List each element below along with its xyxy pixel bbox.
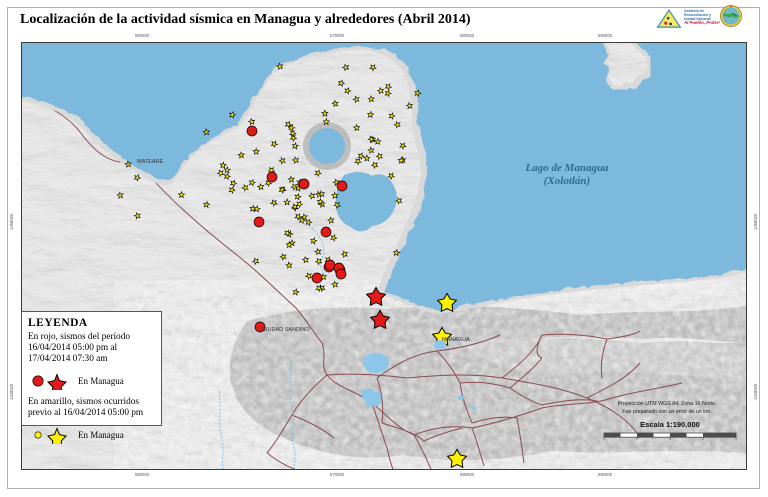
svg-text:Escala 1:190.000: Escala 1:190.000 xyxy=(640,420,700,429)
svg-text:Proyección UTM WGS 84, Zona 16: Proyección UTM WGS 84, Zona 16 Norte. xyxy=(618,401,717,407)
svg-text:(Xolotlán): (Xolotlán) xyxy=(544,175,590,187)
svg-text:MANAGUA: MANAGUA xyxy=(442,337,470,343)
svg-text:MATEARE: MATEARE xyxy=(137,159,164,165)
svg-text:CIUDAD SANDINO: CIUDAD SANDINO xyxy=(262,327,310,333)
svg-text:Lago de Managua: Lago de Managua xyxy=(524,162,609,174)
svg-text:Fue preparado con un error de: Fue preparado con un error de un km. xyxy=(622,409,712,415)
